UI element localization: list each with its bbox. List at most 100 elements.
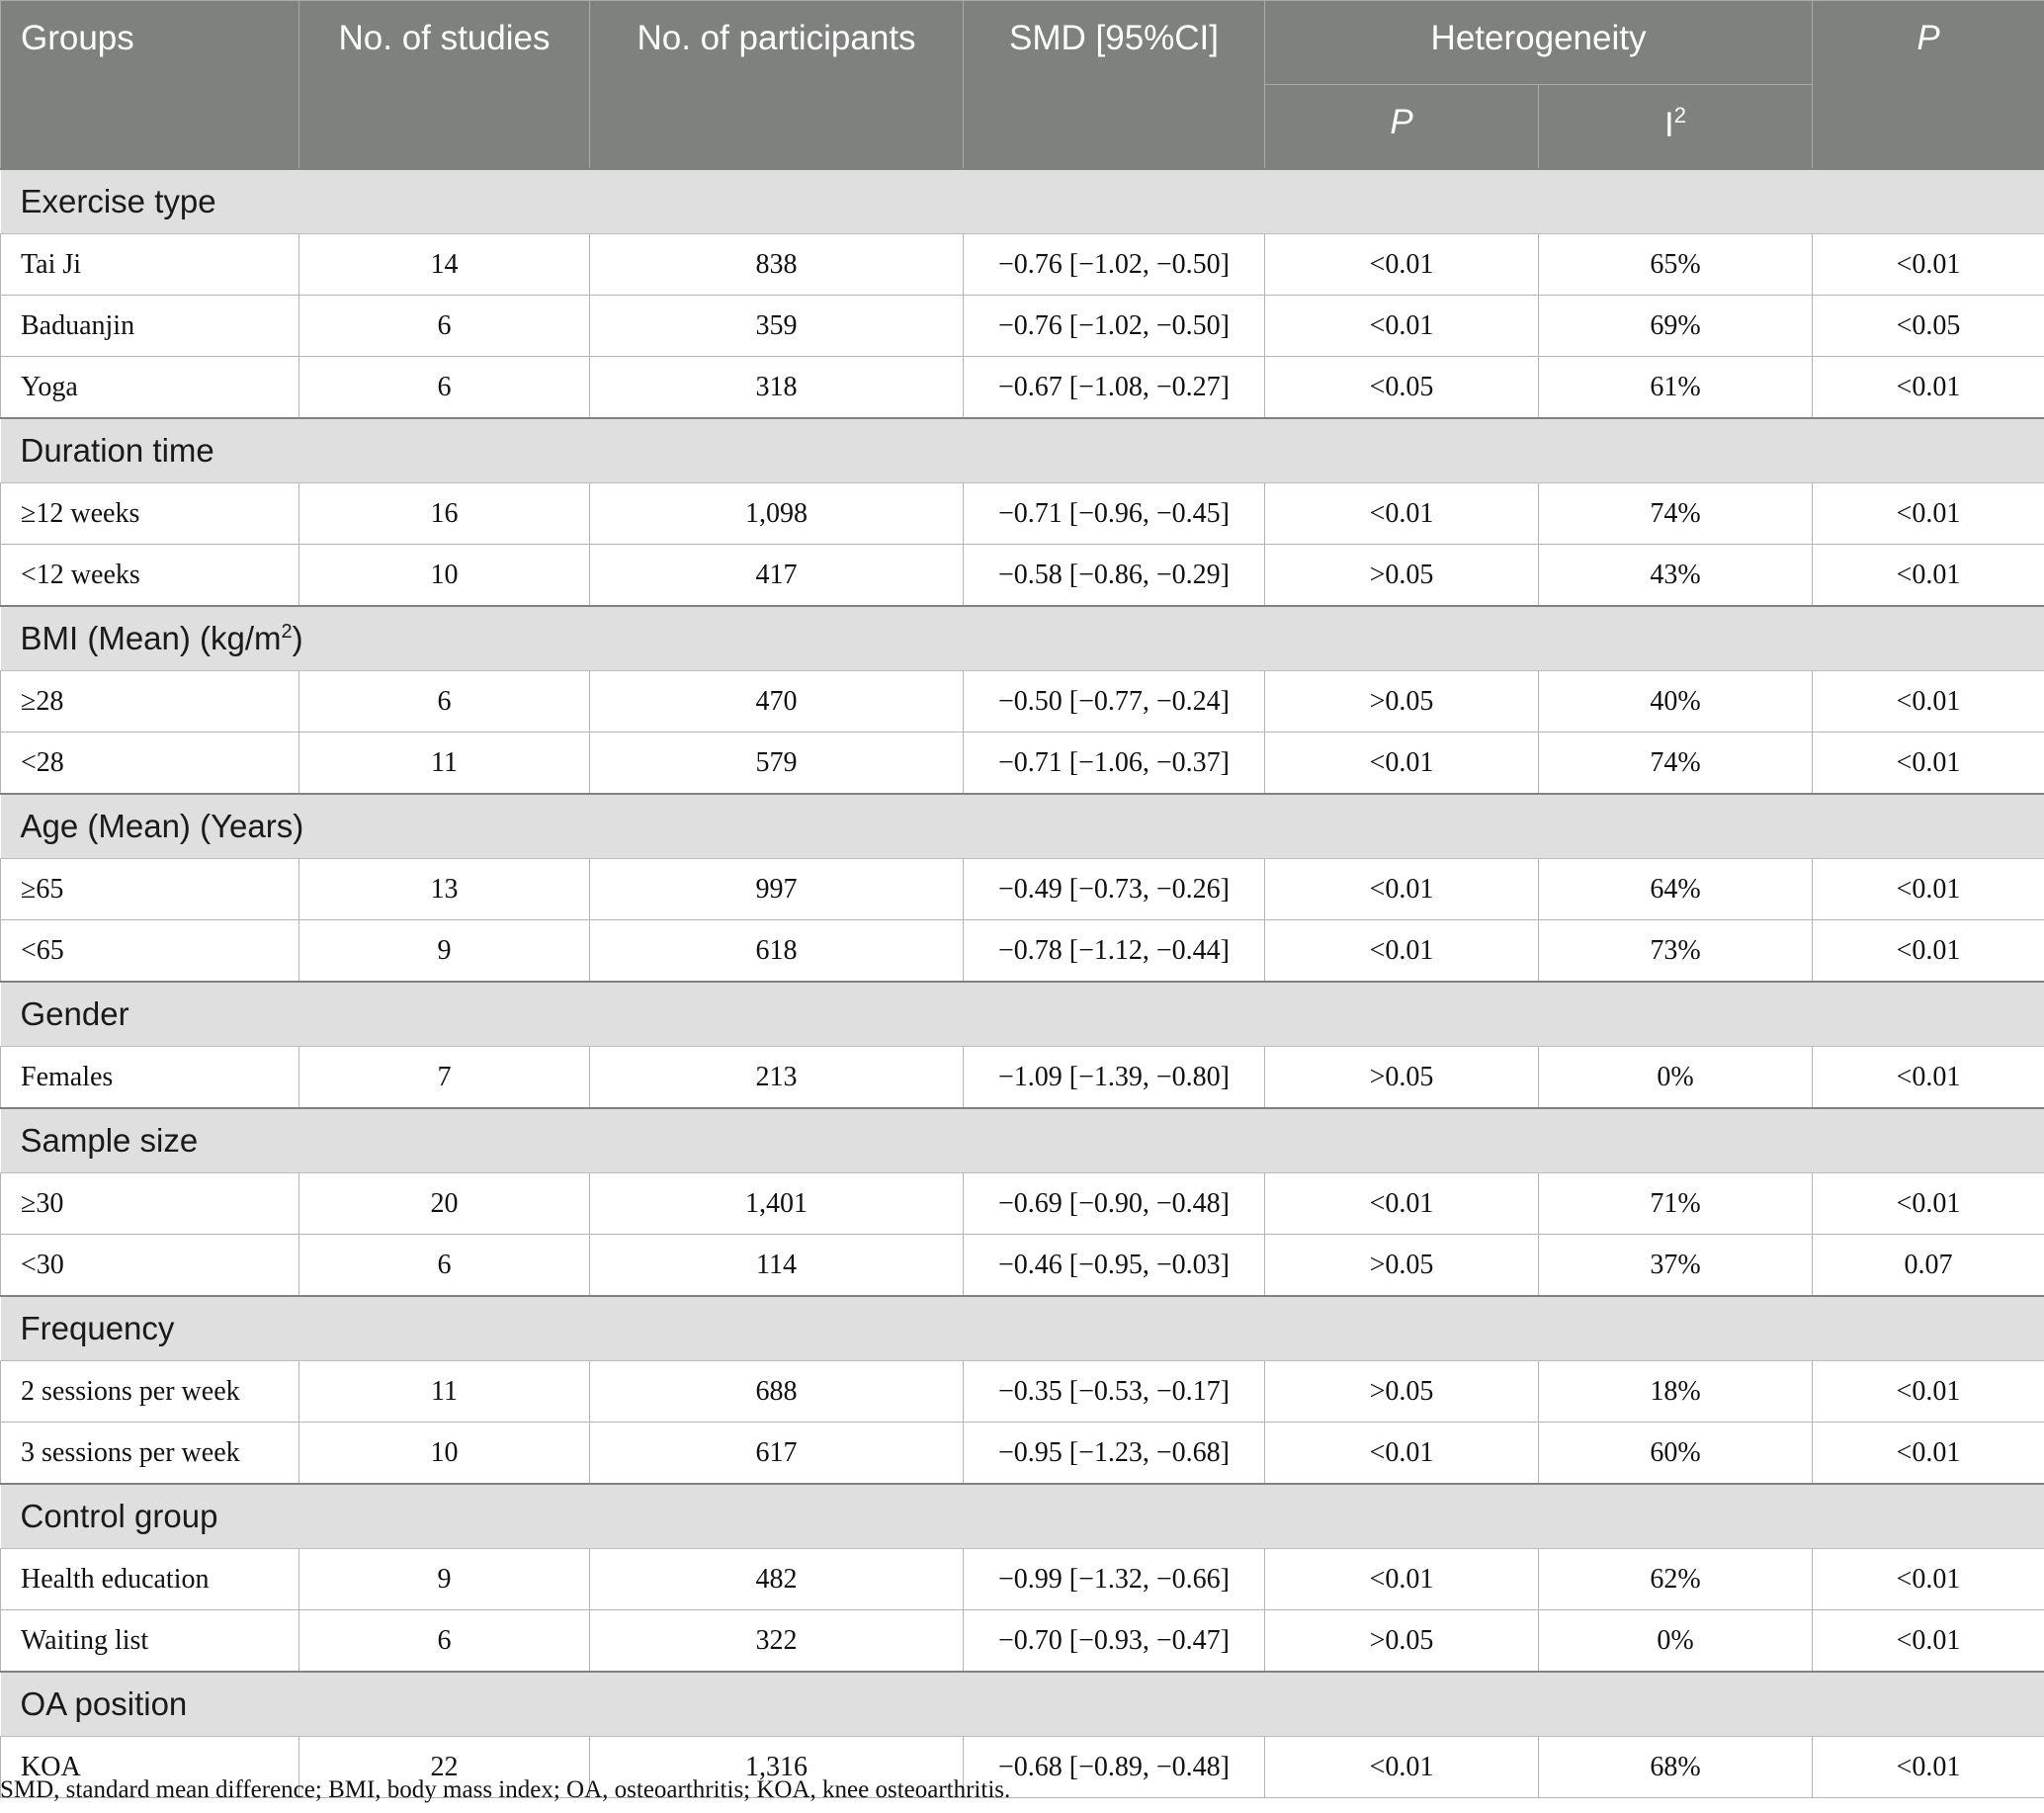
row-participants: 997 bbox=[589, 858, 964, 920]
row-smd: −0.71 [−1.06, −0.37] bbox=[963, 732, 1265, 795]
row-heterogeneity-p: <0.01 bbox=[1264, 919, 1539, 983]
row-studies: 6 bbox=[298, 670, 590, 733]
table-row: ≥28 6 470 −0.50 [−0.77, −0.24] >0.05 40% <0.01 bbox=[0, 670, 2044, 733]
row-smd: −0.78 [−1.12, −0.44] bbox=[963, 919, 1265, 983]
row-p: <0.01 bbox=[1812, 1736, 2044, 1798]
row-participants: 1,401 bbox=[589, 1172, 964, 1235]
row-p: <0.01 bbox=[1812, 1609, 2044, 1673]
row-smd: −0.49 [−0.73, −0.26] bbox=[963, 858, 1265, 920]
row-i2: 74% bbox=[1537, 482, 1814, 545]
row-p: <0.01 bbox=[1812, 732, 2044, 795]
row-heterogeneity-p: >0.05 bbox=[1264, 544, 1539, 607]
section-title: Sample size bbox=[0, 1107, 2044, 1173]
row-label: Health education bbox=[0, 1548, 299, 1610]
row-label: Tai Ji bbox=[0, 233, 299, 296]
row-studies: 11 bbox=[298, 732, 590, 795]
row-label: ≥28 bbox=[0, 670, 299, 733]
row-label: <12 weeks bbox=[0, 544, 299, 607]
section-title: OA position bbox=[0, 1671, 2044, 1737]
table-row: <12 weeks 10 417 −0.58 [−0.86, −0.29] >0.05 4… bbox=[0, 544, 2044, 607]
row-heterogeneity-p: >0.05 bbox=[1264, 1609, 1539, 1673]
row-heterogeneity-p: <0.01 bbox=[1264, 295, 1539, 357]
section-header-row: OA position bbox=[0, 1671, 2044, 1737]
header-heterogeneity: Heterogeneity bbox=[1263, 0, 1814, 85]
row-i2: 0% bbox=[1537, 1609, 1814, 1673]
section-title-superscript: 2 bbox=[281, 621, 293, 643]
row-smd: −0.69 [−0.90, −0.48] bbox=[963, 1172, 1265, 1235]
row-participants: 1,316 bbox=[589, 1736, 964, 1798]
table-header: Groups No. of studies No. of participant… bbox=[0, 0, 2044, 170]
row-participants: 417 bbox=[589, 544, 964, 607]
row-participants: 322 bbox=[589, 1609, 964, 1673]
row-heterogeneity-p: <0.01 bbox=[1264, 1172, 1539, 1235]
row-p: <0.01 bbox=[1812, 670, 2044, 733]
row-studies: 13 bbox=[298, 858, 590, 920]
row-p: <0.01 bbox=[1812, 233, 2044, 296]
section-title-text: OA position bbox=[20, 1685, 188, 1722]
row-i2: 65% bbox=[1537, 233, 1814, 296]
row-i2: 74% bbox=[1537, 732, 1814, 795]
section-title: Duration time bbox=[0, 417, 2044, 483]
row-p: <0.01 bbox=[1812, 1360, 2044, 1423]
row-studies: 6 bbox=[298, 1234, 590, 1297]
row-heterogeneity-p: <0.01 bbox=[1264, 1736, 1539, 1798]
row-p: <0.01 bbox=[1812, 1548, 2044, 1610]
table-row: <65 9 618 −0.78 [−1.12, −0.44] <0.01 73% <0.01 bbox=[0, 919, 2044, 983]
row-label: KOA bbox=[0, 1736, 299, 1798]
table-row: 2 sessions per week 11 688 −0.35 [−0.53, −0… bbox=[0, 1360, 2044, 1423]
section-title: Frequency bbox=[0, 1295, 2044, 1361]
section-header-row: Sample size bbox=[0, 1107, 2044, 1173]
header-studies: No. of studies bbox=[298, 0, 590, 170]
section-title: Exercise type bbox=[0, 168, 2044, 234]
row-p: <0.05 bbox=[1812, 295, 2044, 357]
row-i2: 0% bbox=[1537, 1046, 1814, 1109]
row-heterogeneity-p: <0.01 bbox=[1264, 233, 1539, 296]
section-title-text: Age (Mean) (Years) bbox=[20, 808, 304, 844]
section-header-row: Frequency bbox=[0, 1295, 2044, 1361]
row-participants: 617 bbox=[589, 1422, 964, 1485]
row-label: ≥30 bbox=[0, 1172, 299, 1235]
table-row: <28 11 579 −0.71 [−1.06, −0.37] <0.01 74% <0.0… bbox=[0, 732, 2044, 795]
section-title-text: Exercise type bbox=[20, 183, 216, 219]
row-studies: 9 bbox=[298, 919, 590, 983]
row-smd: −0.46 [−0.95, −0.03] bbox=[963, 1234, 1265, 1297]
row-heterogeneity-p: >0.05 bbox=[1264, 1360, 1539, 1423]
row-heterogeneity-p: <0.01 bbox=[1264, 482, 1539, 545]
row-studies: 6 bbox=[298, 295, 590, 357]
row-studies: 6 bbox=[298, 356, 590, 419]
row-studies: 10 bbox=[298, 1422, 590, 1485]
row-smd: −0.35 [−0.53, −0.17] bbox=[963, 1360, 1265, 1423]
section-header-row: Age (Mean) (Years) bbox=[0, 793, 2044, 859]
table-row: ≥65 13 997 −0.49 [−0.73, −0.26] <0.01 64% <0.0… bbox=[0, 858, 2044, 920]
row-heterogeneity-p: >0.05 bbox=[1264, 1234, 1539, 1297]
row-heterogeneity-p: >0.05 bbox=[1264, 1046, 1539, 1109]
table-row: Females 7 213 −1.09 [−1.39, −0.80] >0.05 0% <0… bbox=[0, 1046, 2044, 1109]
header-smd: SMD [95%CI] bbox=[963, 0, 1265, 170]
header-groups: Groups bbox=[0, 0, 299, 170]
row-studies: 14 bbox=[298, 233, 590, 296]
row-label: Yoga bbox=[0, 356, 299, 419]
row-i2: 71% bbox=[1537, 1172, 1814, 1235]
row-participants: 688 bbox=[589, 1360, 964, 1423]
row-participants: 579 bbox=[589, 732, 964, 795]
row-p: <0.01 bbox=[1812, 544, 2044, 607]
row-p: 0.07 bbox=[1812, 1234, 2044, 1297]
table-row: ≥30 20 1,401 −0.69 [−0.90, −0.48] <0.01 71% <0… bbox=[0, 1172, 2044, 1235]
row-smd: −1.09 [−1.39, −0.80] bbox=[963, 1046, 1265, 1109]
row-label: <28 bbox=[0, 732, 299, 795]
section-header-row: Gender bbox=[0, 981, 2044, 1047]
row-i2: 64% bbox=[1537, 858, 1814, 920]
row-participants: 318 bbox=[589, 356, 964, 419]
row-i2: 60% bbox=[1537, 1422, 1814, 1485]
header-i2-superscript: 2 bbox=[1673, 103, 1686, 128]
row-smd: −0.76 [−1.02, −0.50] bbox=[963, 295, 1265, 357]
row-studies: 20 bbox=[298, 1172, 590, 1235]
row-i2: 62% bbox=[1537, 1548, 1814, 1610]
row-smd: −0.76 [−1.02, −0.50] bbox=[963, 233, 1265, 296]
header-participants: No. of participants bbox=[589, 0, 964, 170]
row-i2: 40% bbox=[1537, 670, 1814, 733]
row-p: <0.01 bbox=[1812, 919, 2044, 983]
row-smd: −0.50 [−0.77, −0.24] bbox=[963, 670, 1265, 733]
row-smd: −0.95 [−1.23, −0.68] bbox=[963, 1422, 1265, 1485]
row-label: <65 bbox=[0, 919, 299, 983]
